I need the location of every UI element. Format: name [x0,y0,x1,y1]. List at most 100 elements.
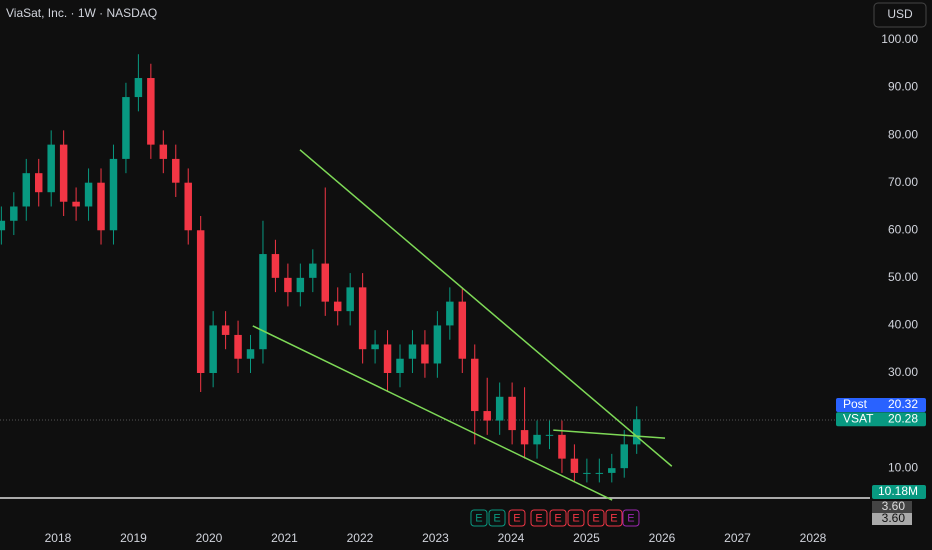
level-label: 3.60 [882,499,906,513]
price-tag [836,412,926,427]
earnings-label: E [493,512,500,524]
earnings-label: E [572,512,579,524]
x-tick-label: 2020 [196,531,223,545]
candle-body [271,254,280,278]
price-tag-name: Post [843,397,868,411]
earnings-badge [530,509,548,527]
candle-body [196,230,205,373]
candle-body [284,277,292,293]
earnings-badge [622,509,640,527]
candle-body [246,349,255,359]
candle-body [309,263,317,278]
candle-body [358,287,367,350]
x-tick-label: 2027 [724,531,751,545]
earnings-label: E [627,512,634,524]
chart-title: ViaSat, Inc. · 1W · NASDAQ [6,6,157,20]
volume-label: 10.18M [878,484,918,498]
candle-body [408,344,417,359]
earnings-label: E [513,512,520,524]
level-label: 3.60 [882,511,906,525]
candle-body [321,263,329,302]
candle-body [433,325,442,364]
x-tick-label: 2018 [45,531,72,545]
earnings-label: E [610,512,617,524]
x-tick-label: 2023 [422,531,449,545]
trendline [299,149,673,467]
candle-body [632,419,641,445]
candle-body [520,430,529,445]
candle-body [22,173,31,207]
candle-body [72,201,80,207]
x-tick-label: 2022 [347,531,374,545]
trendline [553,429,666,439]
y-tick-label: 90.00 [888,80,918,94]
earnings-label: E [475,512,482,524]
earnings-badge [587,509,605,527]
price-tag-value: 20.32 [888,397,918,411]
candle-body [172,158,180,183]
candle-body [558,434,566,459]
candle-body [296,277,305,293]
candle-body [59,144,68,202]
level-tag [872,513,912,525]
trendline [252,325,613,501]
earnings-label: E [535,512,542,524]
candle-body [134,78,143,98]
earnings-badge [488,509,506,527]
candle-body [109,158,118,231]
y-tick-label: 100.00 [881,32,918,46]
candle-body [471,358,479,412]
y-tick-label: 10.00 [888,460,918,474]
candle-body [10,206,18,221]
y-tick-label: 50.00 [888,270,918,284]
y-tick-label: 30.00 [888,365,918,379]
earnings-label: E [592,512,599,524]
price-tag-value: 20.28 [888,411,918,425]
candle-body [159,144,168,159]
x-tick-label: 2026 [649,531,676,545]
candle-body [184,182,192,231]
candle-body [383,344,392,373]
price-tag [836,398,926,413]
candle-body [458,301,467,359]
candle-body [483,411,491,421]
currency[interactable]: USD [887,7,913,21]
price-tag-name: VSAT [843,411,874,425]
candle-body [0,220,6,231]
y-tick-label: 70.00 [888,175,918,189]
candle-body [221,325,230,335]
earnings-badge [549,509,567,527]
candle-body [446,301,454,326]
x-tick-label: 2021 [271,531,298,545]
candle-body [545,434,554,436]
candle-body [371,344,379,350]
earnings-label: E [554,512,561,524]
candle-body [608,468,616,473]
earnings-badge [567,509,585,527]
candle-body [495,396,504,421]
candle-body [97,182,105,231]
candle-body [583,472,591,474]
level-tag [872,501,912,513]
candle-body [209,325,217,373]
candle-body [122,97,130,159]
candle-body [595,472,604,474]
candle-body [508,396,516,431]
candle-body [259,254,267,350]
x-tick-label: 2025 [573,531,600,545]
candle-body [333,301,342,312]
earnings-badge [605,509,623,527]
y-tick-label: 40.00 [888,318,918,332]
candle-body [421,344,429,364]
y-tick-label: 60.00 [888,222,918,236]
earnings-badge [470,509,488,527]
x-tick-label: 2028 [800,531,827,545]
volume-tag [872,485,926,499]
candle-body [147,78,155,145]
candle-body [346,287,354,312]
earnings-badge [508,509,526,527]
currency-button[interactable] [873,2,927,28]
x-tick-label: 2024 [498,531,525,545]
